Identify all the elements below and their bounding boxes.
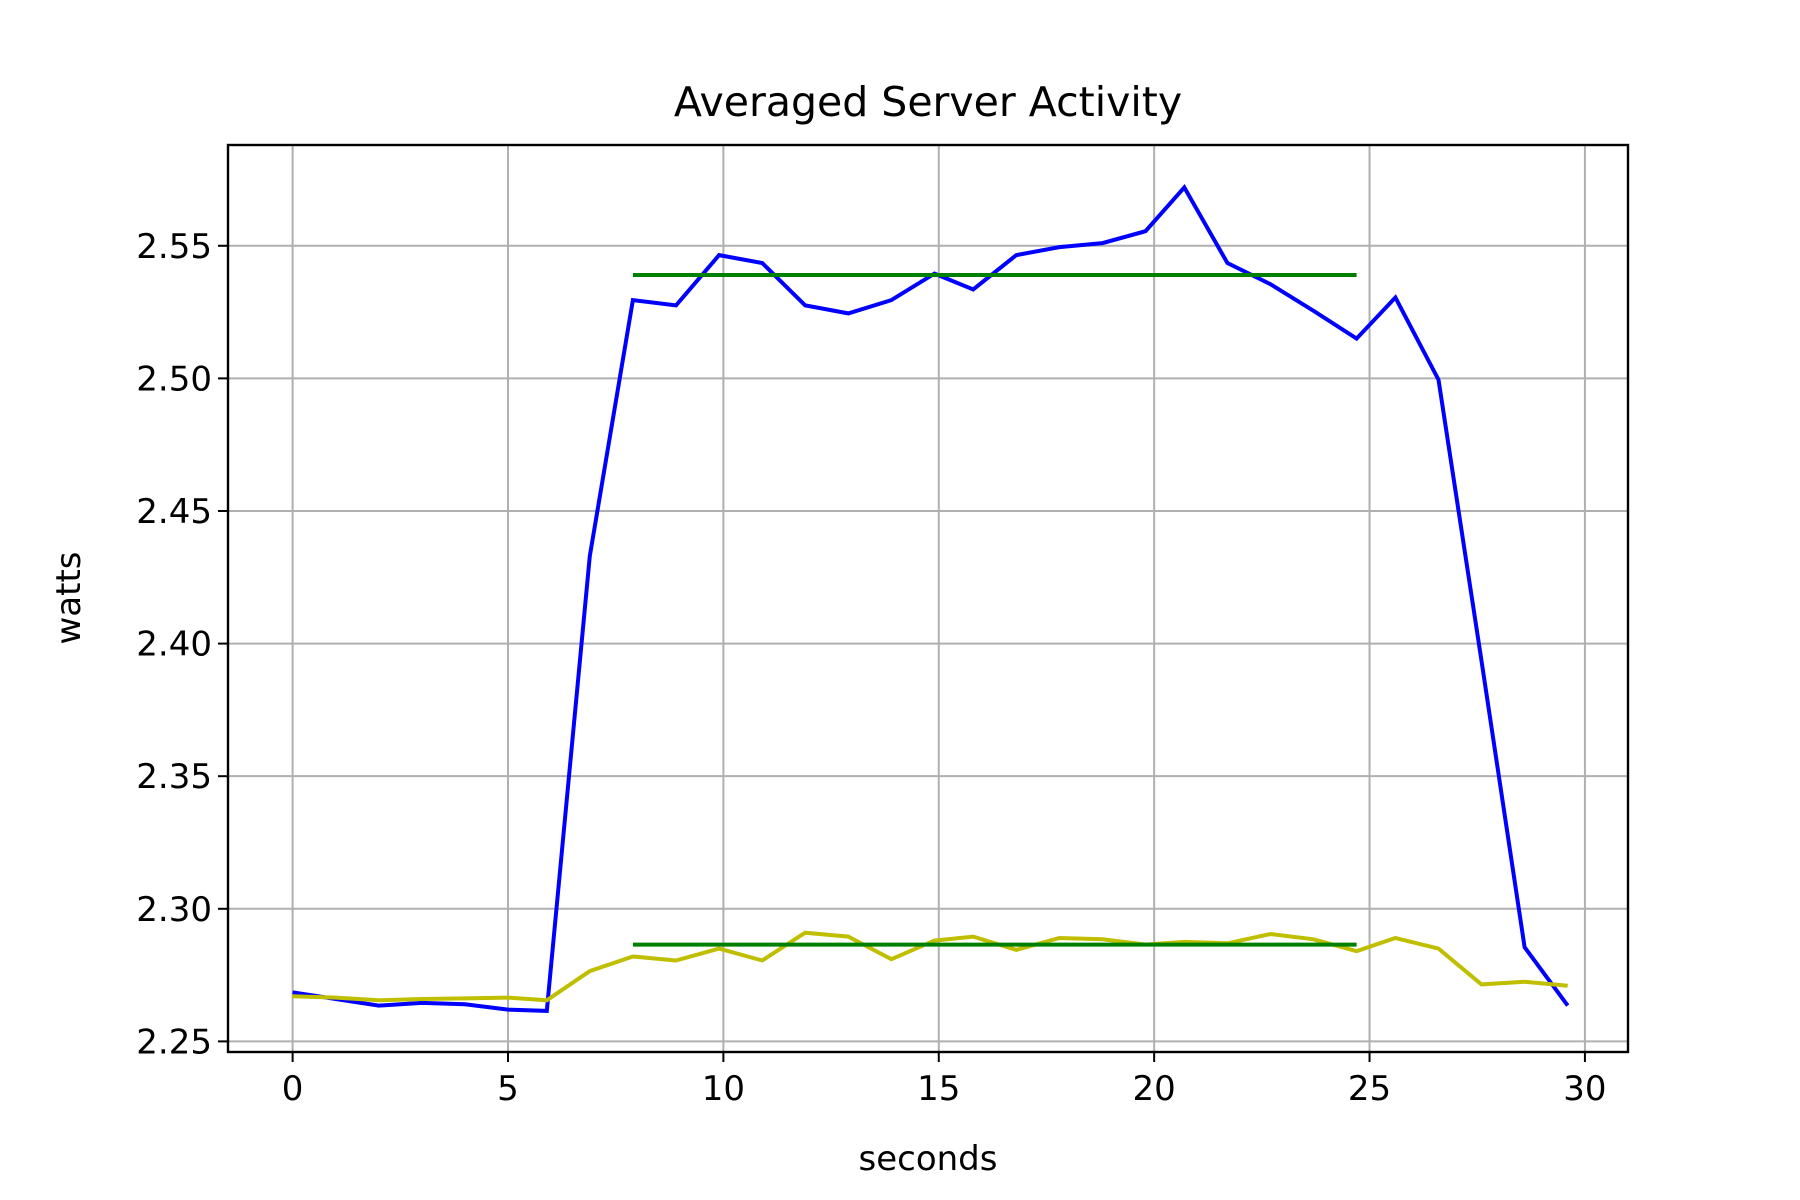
x-tick-label: 30 [1563, 1069, 1606, 1109]
x-tick-label: 20 [1133, 1069, 1176, 1109]
y-tick-label: 2.50 [136, 359, 212, 399]
grid [228, 145, 1628, 1052]
series-group [292, 183, 1570, 1013]
x-tick-label: 5 [497, 1069, 519, 1109]
y-tick-label: 2.40 [136, 625, 212, 665]
power-series-line-yellow [292, 930, 1568, 1003]
y-tick-label: 2.45 [136, 492, 212, 532]
y-tick-label: 2.55 [136, 227, 212, 267]
x-tick-label: 25 [1348, 1069, 1391, 1109]
y-tick-label: 2.25 [136, 1022, 212, 1062]
x-tick-label: 10 [702, 1069, 745, 1109]
x-tick-label: 15 [917, 1069, 960, 1109]
ticks: 0 5 10 15 20 25 30 2.25 2.30 2.35 2.40 2.45 2.50 2.55 [136, 227, 1606, 1109]
y-axis-title: watts [49, 551, 89, 644]
y-tick-label: 2.35 [136, 757, 212, 797]
chart-title: Averaged Server Activity [674, 78, 1182, 126]
plot-frame [226, 143, 1630, 1054]
y-tick-label: 2.30 [136, 890, 212, 930]
x-axis-title: seconds [859, 1139, 998, 1179]
x-tick-label: 0 [282, 1069, 304, 1109]
